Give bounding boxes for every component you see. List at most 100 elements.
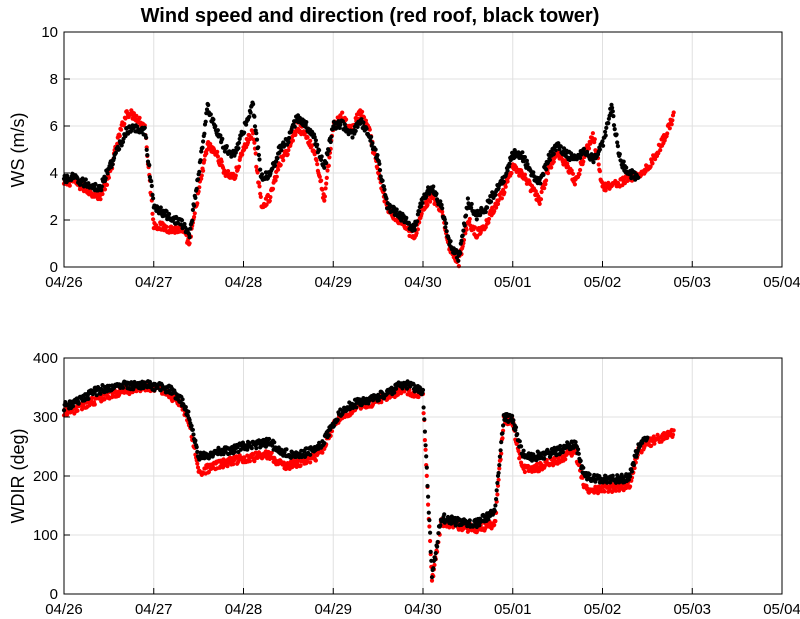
- tower-point: [208, 112, 213, 117]
- tower-point: [415, 219, 420, 224]
- tower-point: [254, 446, 259, 451]
- x-tick-label: 04/29: [314, 274, 352, 291]
- tower-point: [600, 139, 605, 144]
- tower-point: [499, 440, 504, 445]
- roof-point: [195, 465, 201, 470]
- roof-point: [244, 136, 249, 142]
- tower-point: [477, 523, 482, 528]
- roof-point: [134, 389, 139, 394]
- tower-point: [254, 137, 260, 142]
- roof-point: [192, 211, 197, 216]
- tower-point: [440, 206, 445, 211]
- roof-point: [648, 164, 653, 169]
- roof-point: [219, 159, 224, 164]
- tower-point: [272, 440, 277, 445]
- roof-point: [276, 167, 281, 172]
- roof-point: [569, 168, 574, 173]
- tower-point: [522, 155, 528, 160]
- tower-point: [312, 135, 317, 140]
- roof-point: [208, 141, 213, 147]
- tower-point: [144, 147, 149, 152]
- tower-point: [519, 444, 524, 449]
- wind-speed-panel: 04/26 04/27 04/28 04/29 04/30 05/01 05/02 05/03…: [8, 24, 800, 291]
- tower-point: [576, 447, 581, 452]
- tower-point: [369, 134, 374, 140]
- roof-point: [258, 194, 263, 199]
- tower-point: [257, 157, 262, 162]
- tower-point: [587, 472, 592, 477]
- tower-point: [483, 209, 488, 215]
- roof-point: [486, 216, 492, 222]
- y-tick-label: 2: [50, 212, 58, 229]
- tower-point: [279, 148, 284, 153]
- x-tick-label: 05/02: [584, 601, 622, 618]
- tower-point: [542, 456, 547, 461]
- tower-point: [244, 122, 249, 127]
- tower-point: [435, 544, 440, 549]
- roof-point: [456, 264, 461, 269]
- tower-point: [361, 120, 366, 125]
- tower-point: [485, 205, 490, 210]
- tower-point: [218, 133, 223, 138]
- roof-point: [247, 459, 252, 464]
- roof-point: [251, 131, 256, 136]
- tower-point: [628, 474, 633, 479]
- roof-point: [323, 186, 328, 191]
- tower-point: [83, 177, 88, 182]
- tower-point: [604, 125, 609, 130]
- tower-point: [76, 401, 81, 406]
- roof-point: [428, 199, 433, 204]
- roof-point: [293, 132, 298, 137]
- tower-point: [322, 165, 327, 170]
- roof-point: [536, 469, 542, 474]
- tower-point: [242, 130, 247, 135]
- tower-point: [164, 209, 169, 214]
- y-axis-label: WDIR (deg): [8, 428, 28, 523]
- roof-point: [325, 168, 330, 173]
- roof-point: [90, 395, 95, 400]
- roof-point: [538, 197, 544, 202]
- roof-point: [267, 198, 272, 203]
- tower-point: [443, 225, 448, 230]
- tower-point: [354, 405, 359, 410]
- roof-point: [502, 190, 507, 195]
- roof-point: [319, 178, 324, 183]
- roof-point: [360, 109, 365, 114]
- roof-point: [298, 463, 303, 468]
- tower-point: [190, 427, 195, 432]
- roof-point: [466, 528, 471, 533]
- roof-point: [201, 168, 206, 173]
- tower-point: [520, 150, 525, 155]
- tower-point: [531, 170, 536, 175]
- tower-point: [444, 229, 449, 234]
- tower-point: [461, 228, 466, 233]
- tower-point: [458, 251, 463, 256]
- roof-point: [308, 138, 313, 143]
- tower-point: [614, 132, 619, 137]
- tower-point: [326, 148, 331, 153]
- tower-point: [275, 156, 280, 161]
- tower-point: [198, 158, 203, 163]
- roof-point: [322, 198, 327, 203]
- roof-point: [254, 164, 259, 169]
- tower-point: [94, 393, 99, 398]
- roof-point: [314, 158, 319, 163]
- roof-point: [324, 181, 329, 186]
- tower-point: [252, 114, 257, 119]
- tower-point: [111, 156, 117, 161]
- roof-point: [204, 151, 209, 156]
- tower-point: [469, 205, 474, 210]
- roof-point: [602, 489, 607, 494]
- tower-point: [431, 184, 436, 189]
- roof-point: [492, 209, 497, 214]
- roof-point: [428, 538, 433, 544]
- tower-point: [645, 435, 650, 440]
- roof-point: [495, 492, 500, 497]
- tower-point: [187, 417, 192, 423]
- tower-point: [319, 157, 324, 162]
- roof-point: [119, 127, 124, 132]
- roof-point: [131, 111, 136, 116]
- y-tick-label: 4: [50, 165, 58, 182]
- tower-point: [144, 135, 149, 140]
- roof-point: [313, 458, 318, 463]
